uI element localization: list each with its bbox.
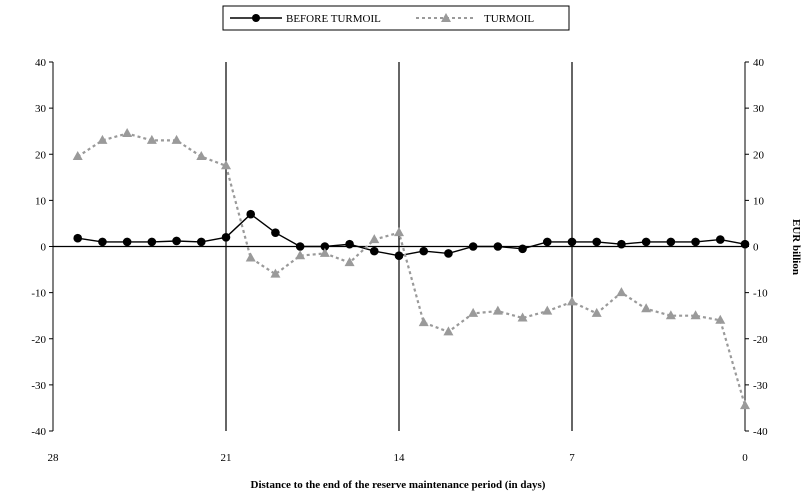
data-point	[666, 237, 676, 247]
legend: BEFORE TURMOIL TURMOIL	[222, 5, 570, 31]
y-tick-label-right: 40	[753, 57, 765, 69]
data-point	[369, 246, 379, 256]
data-point	[418, 317, 429, 327]
legend-label-before-turmoil: BEFORE TURMOIL	[286, 13, 381, 25]
series-turmoil	[72, 127, 750, 410]
data-point	[492, 305, 503, 315]
data-point	[196, 237, 206, 247]
data-point	[319, 247, 330, 257]
data-point	[394, 251, 404, 261]
data-point	[295, 242, 305, 251]
data-point	[443, 326, 454, 336]
data-point	[517, 312, 528, 322]
data-point	[567, 296, 577, 306]
data-point	[271, 228, 280, 237]
y-tick-label-left: -20	[31, 334, 46, 346]
y-tick-label-right: -10	[753, 288, 768, 300]
legend-label-turmoil: TURMOIL	[484, 13, 534, 25]
data-point	[73, 233, 83, 243]
data-point	[740, 239, 750, 249]
y-tick-label-left: 20	[35, 149, 47, 161]
data-point	[617, 239, 626, 249]
data-point	[592, 237, 602, 247]
data-point	[468, 242, 478, 251]
data-point	[98, 237, 107, 247]
data-point	[518, 244, 527, 254]
y-tick-label-left: -30	[31, 380, 46, 392]
plot-series	[72, 127, 750, 410]
data-point	[740, 400, 750, 410]
data-point	[591, 307, 602, 317]
legend-swatch-turmoil-marker	[441, 13, 451, 22]
data-point	[691, 237, 700, 247]
y-tick-label-right: 10	[753, 195, 765, 207]
data-point	[146, 134, 157, 144]
series-line	[77, 132, 747, 406]
legend-swatch-before-marker	[252, 14, 260, 22]
data-point	[246, 209, 256, 219]
data-point	[641, 303, 652, 313]
data-point	[493, 242, 503, 251]
data-point	[344, 257, 355, 267]
data-point	[468, 307, 479, 317]
y-tick-label-right: -30	[753, 380, 768, 392]
data-point	[690, 310, 701, 320]
series-before-turmoil	[73, 209, 750, 261]
y-tick-label-left: 40	[35, 57, 47, 69]
data-point	[715, 235, 725, 244]
data-point	[72, 151, 83, 161]
data-point	[444, 249, 453, 258]
data-point	[320, 242, 330, 251]
data-point	[542, 305, 553, 315]
x-tick-label: 7	[569, 452, 575, 464]
data-point	[122, 237, 132, 247]
y-tick-label-right: 0	[753, 242, 759, 254]
y-tick-label-left: 30	[35, 103, 47, 115]
y-tick-label-left: 0	[41, 242, 47, 254]
data-point	[345, 239, 354, 249]
data-point	[221, 232, 231, 242]
data-point	[616, 287, 627, 297]
data-point	[147, 237, 157, 247]
y-tick-label-left: -10	[31, 288, 46, 300]
data-point	[641, 237, 651, 247]
data-point	[270, 268, 281, 278]
data-point	[221, 160, 231, 170]
x-tick-label: 21	[221, 452, 232, 464]
y-tick-label-right: 20	[753, 149, 765, 161]
y-tick-label-left: -40	[31, 426, 46, 438]
y-axis-title-right: EUR billion	[790, 219, 802, 275]
data-point	[369, 234, 380, 244]
y-tick-label-left: 10	[35, 195, 47, 207]
data-point	[419, 246, 429, 256]
x-tick-label: 14	[394, 452, 406, 464]
x-tick-labels: 28 21 14 7 0	[48, 452, 749, 464]
data-point	[715, 314, 726, 324]
x-tick-label: 28	[48, 452, 60, 464]
data-point	[295, 250, 306, 260]
data-point	[245, 252, 256, 262]
series-line	[77, 213, 746, 257]
y-tick-label-right: -20	[753, 334, 768, 346]
y-tick-labels-right: 40 30 20 10 0 -10 -20 -30 -40	[753, 57, 768, 438]
x-tick-label: 0	[742, 452, 748, 464]
data-point	[171, 134, 182, 144]
data-point	[665, 310, 676, 320]
data-point	[542, 237, 552, 247]
y-tick-label-right: 30	[753, 103, 765, 115]
data-point	[97, 134, 108, 144]
data-point	[122, 127, 133, 137]
data-point	[172, 236, 181, 246]
data-point	[196, 151, 207, 161]
x-axis-title: Distance to the end of the reserve maint…	[251, 479, 546, 491]
data-point	[394, 227, 404, 237]
data-point	[567, 237, 577, 247]
y-tick-label-right: -40	[753, 426, 768, 438]
y-tick-labels-left: 40 30 20 10 0 -10 -20 -30 -40	[31, 57, 46, 438]
